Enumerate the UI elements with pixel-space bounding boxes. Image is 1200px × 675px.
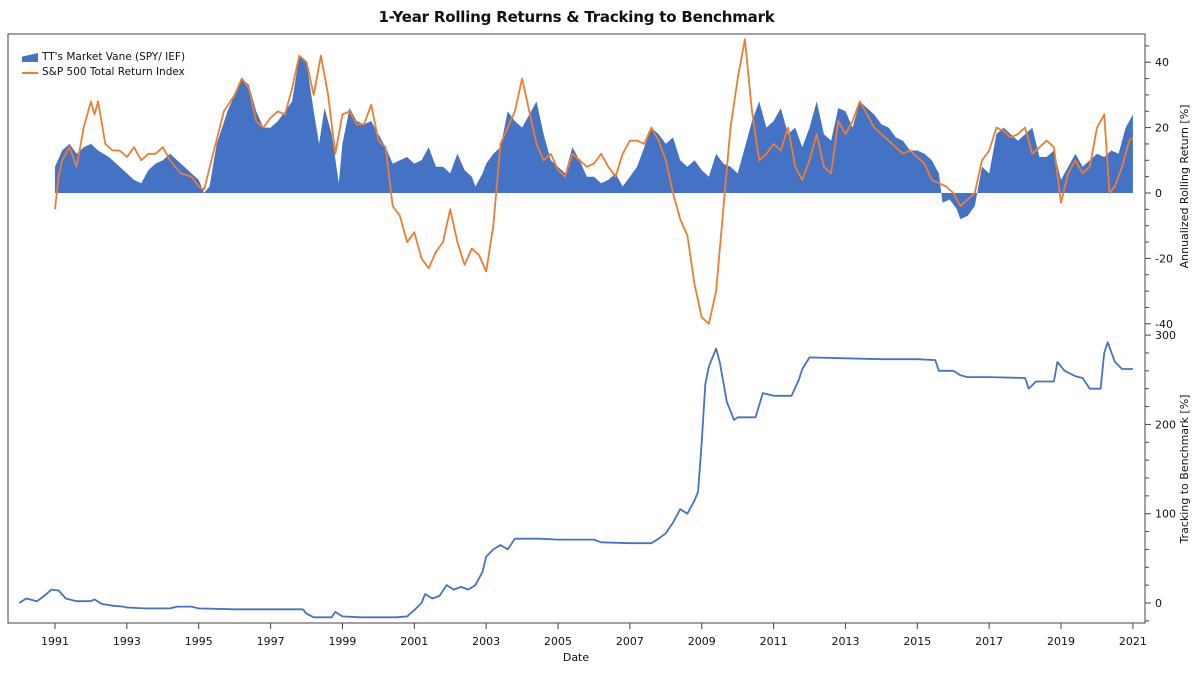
x-tick-label: 1999 [328,635,356,648]
x-tick-label: 2019 [1047,635,1075,648]
y-axis-title-tracking: Tracking to Benchmark [%] [1178,395,1191,545]
returns-panel [54,38,1134,325]
legend: TT's Market Vane (SPY/ IEF) S&P 500 Tota… [22,50,185,80]
y-axis-title-returns: Annualized Rolling Return [%] [1178,105,1191,269]
market-vane-area [55,55,1133,220]
y-tick-label: 40 [1155,56,1169,69]
sp500-line [54,38,1134,325]
y-tick-label: 100 [1155,508,1176,521]
area-swatch-icon [22,53,38,62]
chart-title: 1-Year Rolling Returns & Tracking to Ben… [378,8,775,26]
x-tick-label: 2005 [544,635,572,648]
axes: -40 -20 0 20 40 0 100 200 300 Annualized Rolling … [41,45,1191,664]
x-tick-label: 1997 [257,635,285,648]
x-tick-label: 2007 [616,635,644,648]
x-tick-label: 2021 [1119,635,1147,648]
x-tick-label: 1991 [41,635,69,648]
y-tick-label: -20 [1155,252,1173,265]
x-tick-label: 2001 [400,635,428,648]
line-swatch-icon [22,71,38,74]
tracking-panel [18,341,1133,619]
x-tick-label: 2011 [760,635,788,648]
x-tick-label: 2015 [903,635,931,648]
x-tick-label: 2009 [688,635,716,648]
y-tick-label: 0 [1155,597,1162,610]
tracking-line [18,341,1133,619]
plot-frame [7,33,1146,624]
legend-item-sp500: S&P 500 Total Return Index [22,65,185,80]
y-tick-label: 300 [1155,329,1176,342]
y-tick-label: 0 [1155,187,1162,200]
x-axis-title: Date [563,651,590,664]
x-tick-label: 1995 [185,635,213,648]
y-tick-label: -40 [1155,318,1173,331]
y-tick-label: 200 [1155,418,1176,431]
x-tick-label: 2017 [975,635,1003,648]
x-tick-label: 2003 [472,635,500,648]
y-tick-label: 20 [1155,122,1169,135]
x-tick-label: 2013 [831,635,859,648]
legend-item-market-vane: TT's Market Vane (SPY/ IEF) [22,50,185,65]
x-tick-label: 1993 [113,635,141,648]
